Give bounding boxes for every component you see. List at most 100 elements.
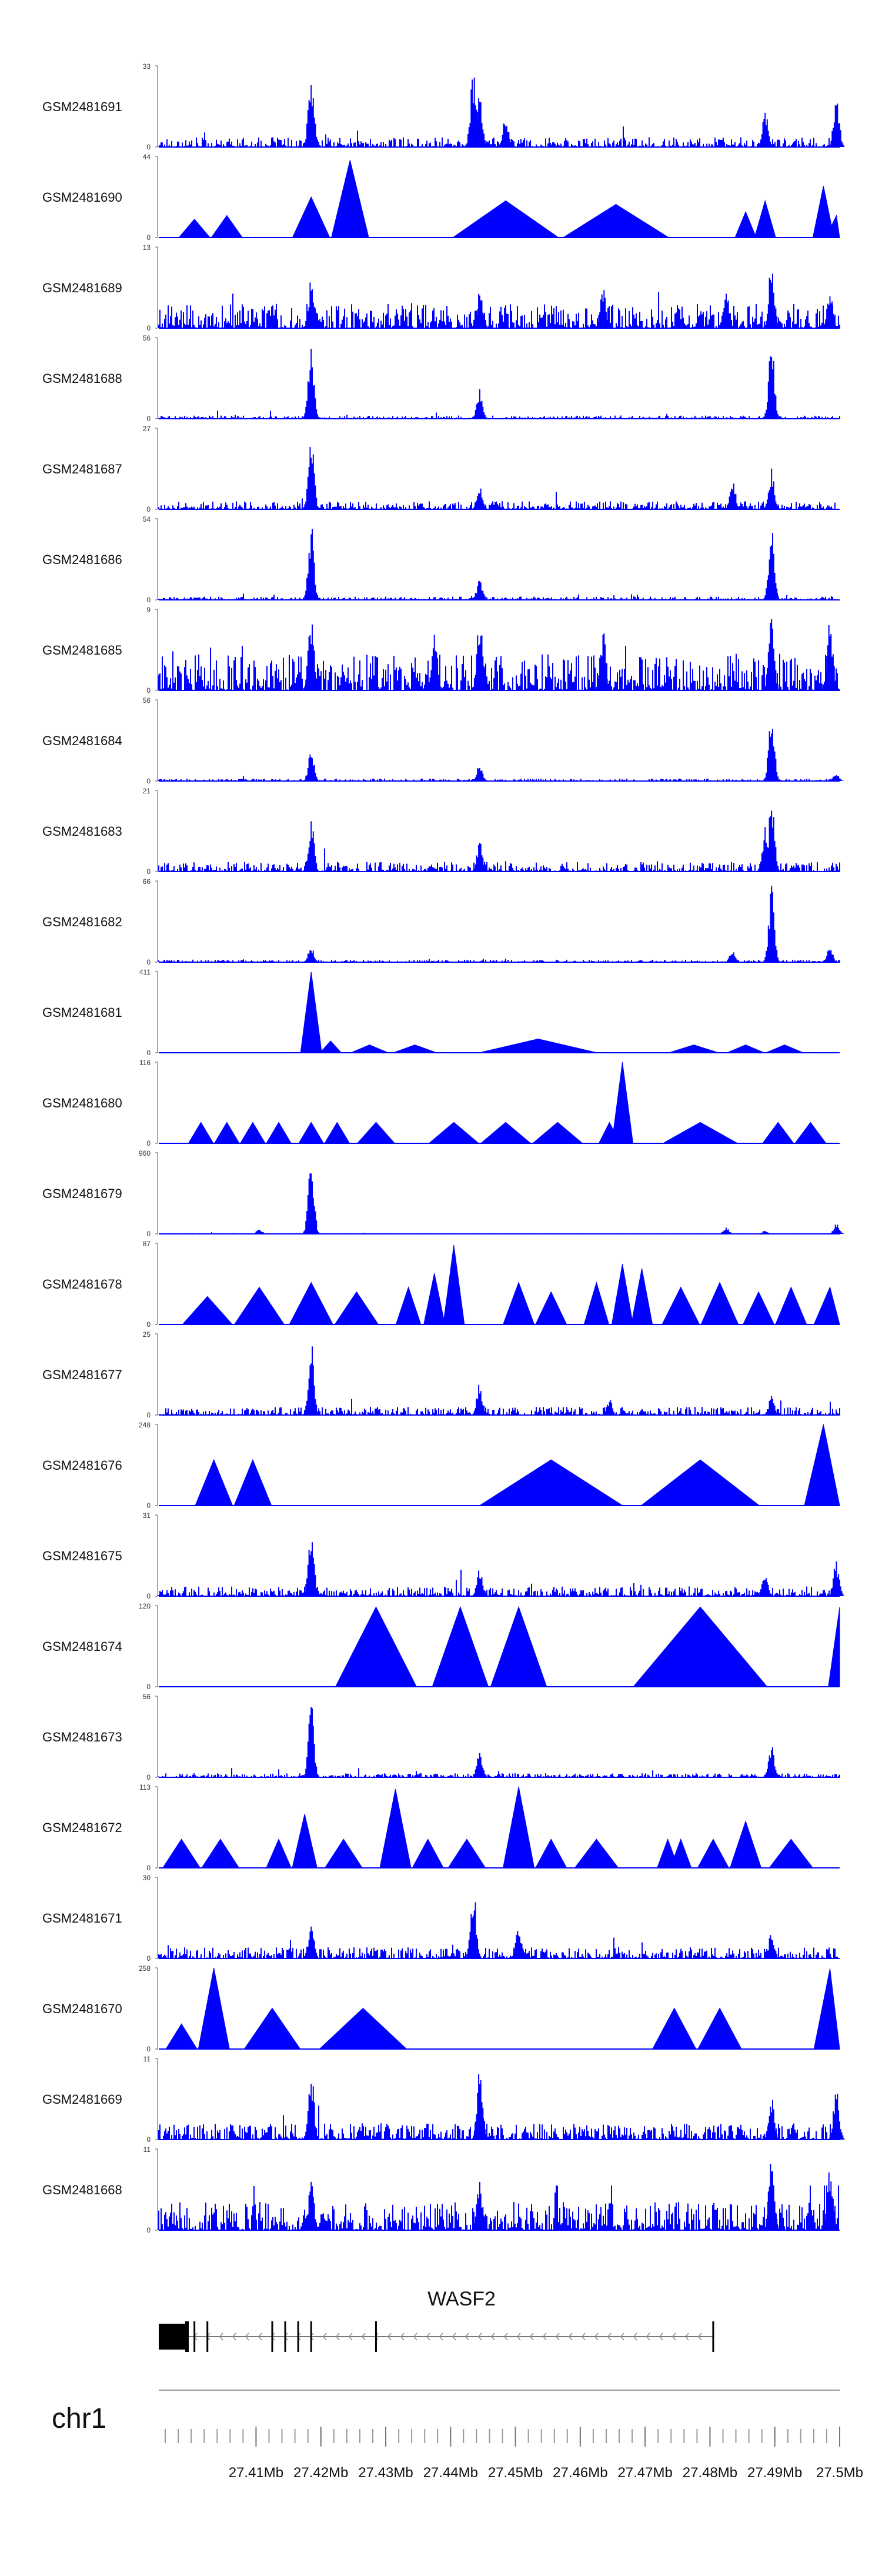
coverage-peak [532, 1122, 583, 1144]
coverage-peak [303, 2084, 319, 2140]
coverage-peak [480, 1122, 532, 1144]
coverage-peak [828, 775, 845, 781]
gene-exon [712, 2321, 714, 2352]
coverage-peak [724, 952, 741, 962]
coverage-peak [428, 1122, 480, 1144]
track-GSM2481681: GSM2481681 411 0 [42, 968, 840, 1057]
y-min-label: 0 [146, 777, 151, 785]
coverage-peak [630, 1268, 653, 1325]
track-label: GSM2481674 [42, 1639, 122, 1654]
coverage-noise [158, 2105, 840, 2140]
coverage-peak [379, 1788, 412, 1868]
coverage-peak [812, 186, 835, 238]
strand-arrow [349, 2333, 353, 2341]
y-max-label: 411 [139, 968, 151, 976]
coverage-peak [303, 754, 319, 781]
coverage-noise [158, 2185, 840, 2230]
track-GSM2481691: GSM2481691 33 0 [42, 62, 845, 151]
coverage-noise [158, 1768, 840, 1777]
strand-arrow [620, 2333, 624, 2341]
y-min-label: 0 [146, 505, 151, 513]
strand-arrow [633, 2333, 637, 2341]
coverage-peak [395, 1286, 422, 1325]
track-GSM2481687: GSM2481687 27 0 [42, 425, 840, 513]
strand-arrow [323, 2333, 327, 2341]
y-max-label: 248 [139, 1421, 151, 1429]
gene-exon [271, 2321, 273, 2352]
coverage-peak [472, 1384, 488, 1415]
track-label: GSM2481679 [42, 1186, 122, 1201]
y-max-label: 116 [139, 1059, 151, 1067]
coverage-peak [718, 293, 734, 328]
coverage-peak [821, 625, 838, 690]
coverage-peak [423, 1273, 446, 1325]
track-label: GSM2481668 [42, 2183, 122, 2197]
y-max-label: 54 [143, 515, 151, 523]
track-label: GSM2481673 [42, 1730, 122, 1744]
coverage-peak [233, 1286, 285, 1325]
track-label: GSM2481680 [42, 1096, 122, 1110]
x-tick-label: 27.48Mb [683, 2465, 737, 2481]
coverage-peak [303, 1542, 319, 1596]
track-GSM2481689: GSM2481689 13 0 [42, 243, 840, 332]
coverage-peak [502, 1282, 535, 1325]
tracks-layer: GSM2481691330GSM2481690440GSM2481689130G… [42, 62, 845, 2234]
track-label: GSM2481686 [42, 552, 122, 567]
y-max-label: 11 [143, 2145, 151, 2154]
y-min-label: 0 [146, 324, 151, 332]
y-max-label: 87 [143, 1240, 151, 1248]
coverage-peak [828, 1224, 845, 1234]
y-min-label: 0 [146, 1320, 151, 1329]
coverage-peak [633, 1606, 768, 1687]
coverage-peak [303, 821, 319, 872]
coverage-peak [611, 1062, 634, 1144]
track-GSM2481680: GSM2481680 116 0 [42, 1059, 840, 1147]
coverage-peak [211, 215, 243, 238]
coverage-peak [303, 2181, 319, 2230]
strand-arrow [465, 2333, 469, 2341]
coverage-peak [472, 488, 488, 509]
y-min-label: 0 [146, 1954, 151, 1963]
strand-arrow [672, 2333, 676, 2341]
coverage-peak [356, 1122, 396, 1144]
track-GSM2481669: GSM2481669 11 0 [42, 2055, 845, 2144]
y-max-label: 56 [143, 1693, 151, 1701]
coverage-peak [303, 1173, 319, 1234]
coverage-peak [766, 1045, 804, 1053]
coverage-peak [794, 1122, 827, 1144]
y-min-label: 0 [146, 1139, 151, 1147]
track-label: GSM2481670 [42, 2001, 122, 2016]
strand-arrow [452, 2333, 456, 2341]
y-min-label: 0 [146, 233, 151, 242]
coverage-peak [652, 2007, 697, 2050]
coverage-peak [303, 1346, 319, 1415]
coverage-peak [763, 1747, 780, 1777]
y-min-label: 0 [146, 867, 151, 876]
strand-arrow [478, 2333, 482, 2341]
coverage-peak [804, 1424, 840, 1506]
coverage-peak [754, 199, 776, 238]
coverage-peak [727, 1045, 764, 1053]
coverage-peak [292, 1814, 318, 1868]
track-GSM2481677: GSM2481677 25 0 [42, 1330, 840, 1419]
coverage-peak [763, 533, 780, 600]
y-min-label: 0 [146, 1411, 151, 1419]
track-label: GSM2481684 [42, 733, 122, 748]
y-max-label: 960 [139, 1149, 151, 1157]
coverage-peak [594, 633, 612, 690]
strand-arrow [698, 2333, 702, 2341]
coverage-peak [178, 218, 211, 238]
gene-exon [206, 2321, 209, 2352]
track-GSM2481686: GSM2481686 54 0 [42, 515, 840, 604]
gene-exon [185, 2321, 189, 2352]
track-label: GSM2481672 [42, 1820, 122, 1835]
coverage-peak [775, 1286, 807, 1325]
coverage-noise [159, 1232, 839, 1234]
coverage-peak [298, 1122, 325, 1144]
coverage-peak [697, 2007, 742, 2050]
track-GSM2481673: GSM2481673 56 0 [42, 1693, 840, 1781]
coverage-peak [289, 1282, 334, 1325]
x-tick-label: 27.45Mb [488, 2465, 543, 2481]
coverage-peak [334, 1291, 379, 1325]
coverage-peak [472, 2182, 488, 2230]
